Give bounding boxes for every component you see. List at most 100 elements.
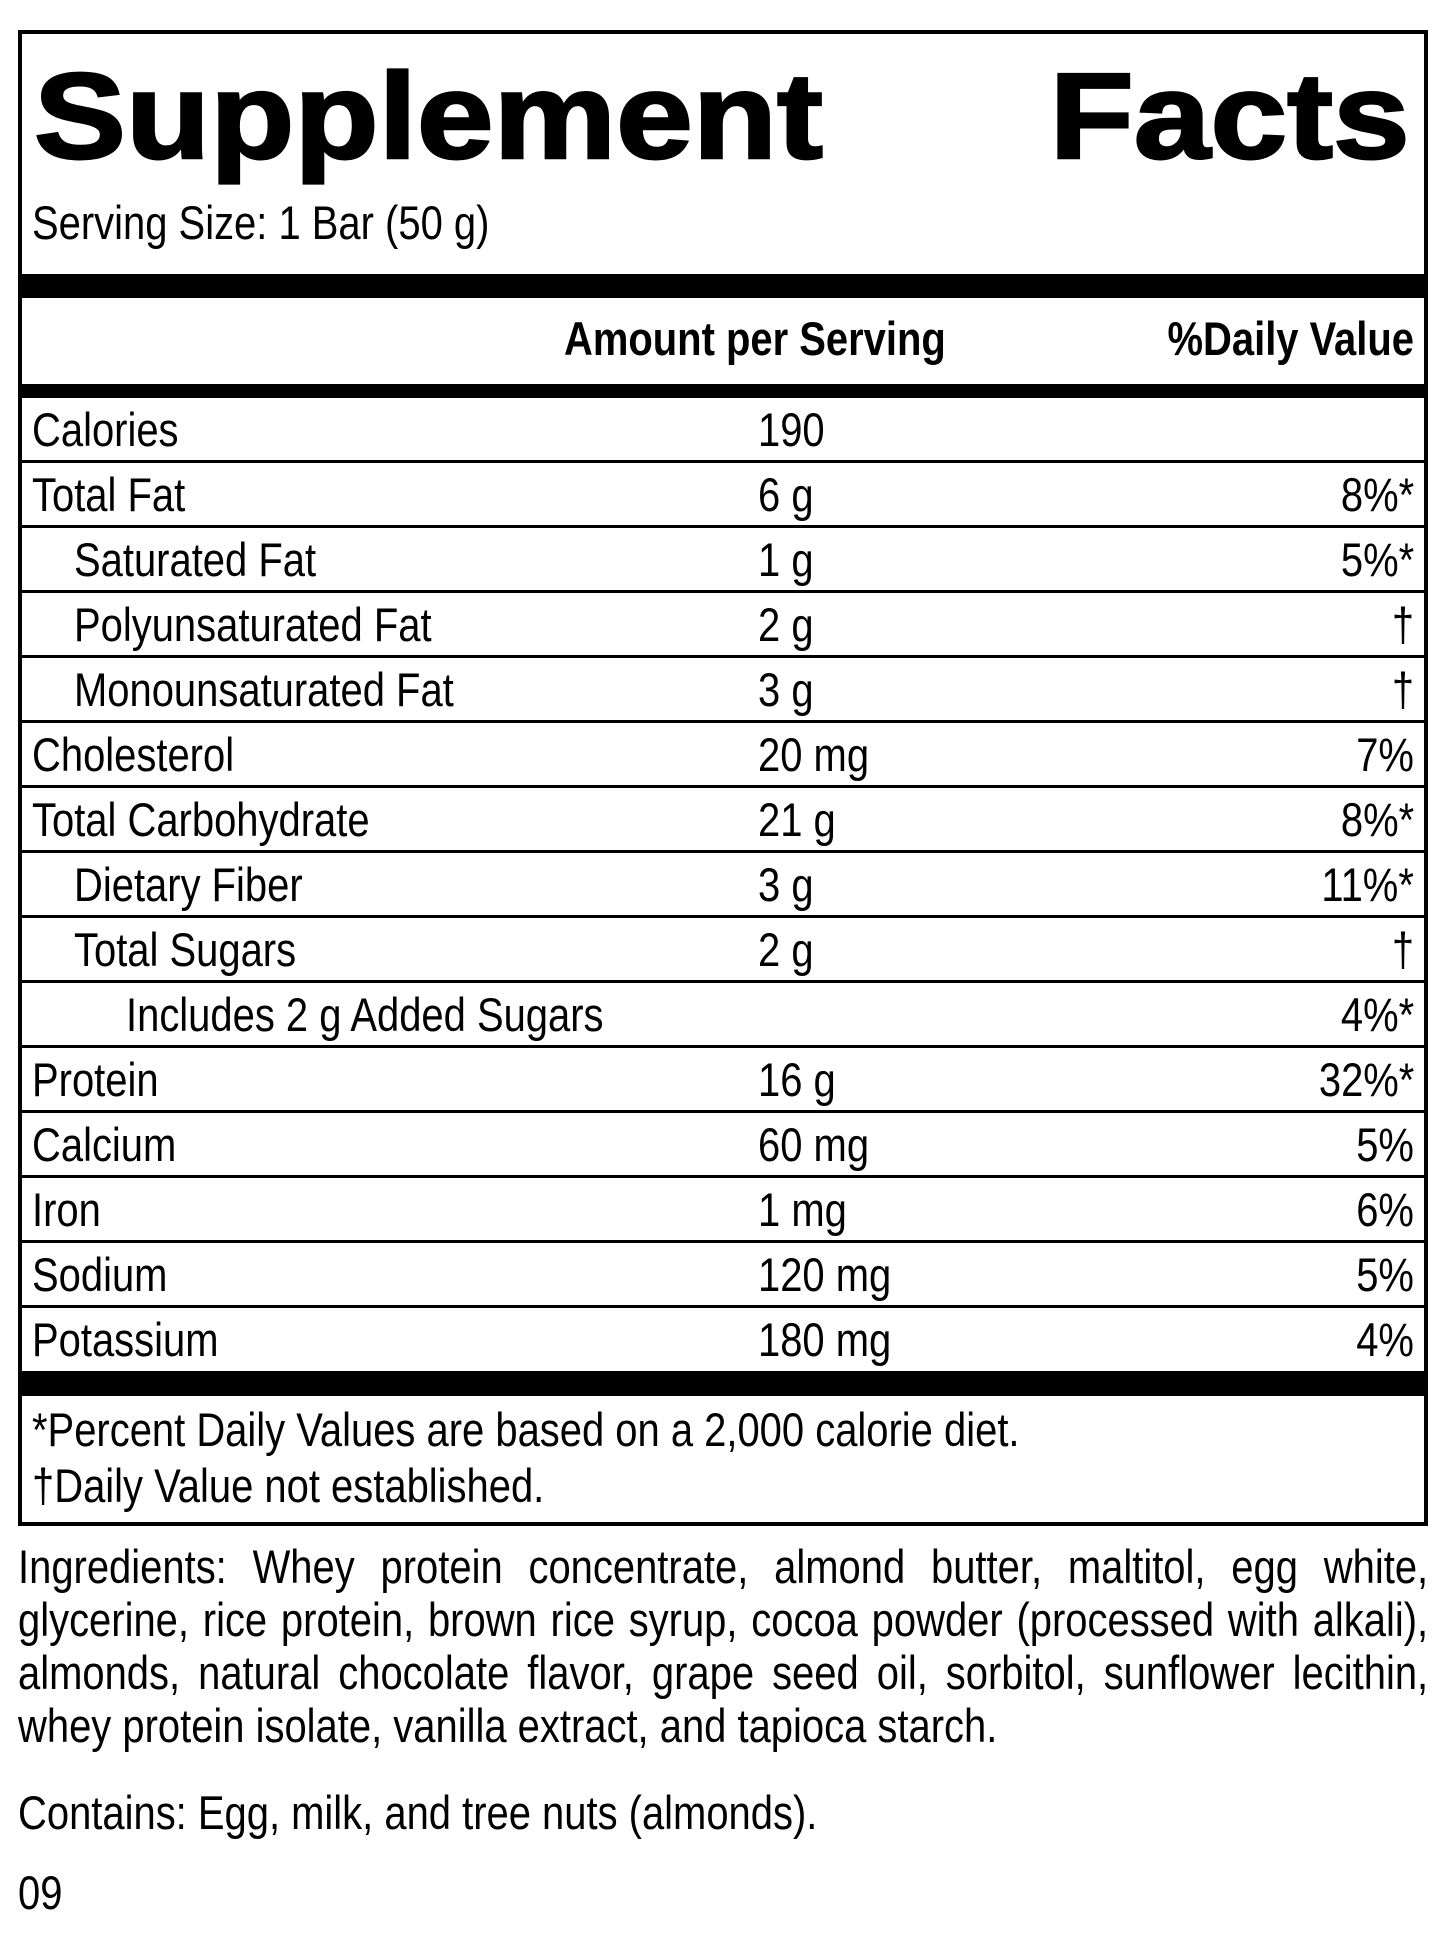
daily-value-header: %Daily Value	[1167, 312, 1415, 365]
nutrient-name: Potassium	[32, 1313, 219, 1366]
nutrient-amount-cell: 1 g	[758, 532, 1328, 587]
nutrient-name-cell: Calories	[32, 402, 758, 457]
nutrient-amount-cell: 3 g	[758, 662, 1388, 717]
table-row: Includes 2 g Added Sugars 4%*	[22, 983, 1424, 1048]
allergen-statement: Contains: Egg, milk, and tree nuts (almo…	[18, 1788, 1428, 1838]
nutrient-amount: 190	[757, 402, 825, 456]
footer-code: 09	[18, 1868, 1428, 1918]
nutrient-name: Calcium	[32, 1117, 177, 1171]
nutrient-name: Total Carbohydrate	[32, 792, 370, 846]
ingredients-text: Ingredients: Whey protein concentrate, a…	[18, 1540, 1429, 1752]
nutrient-daily-value: †	[1391, 662, 1414, 716]
footnote-line: †Daily Value not established.	[32, 1458, 1414, 1514]
nutrient-daily-value: †	[1391, 597, 1414, 651]
nutrient-name-cell: Total Fat	[32, 467, 758, 522]
table-row: Calcium 60 mg 5%	[22, 1113, 1424, 1178]
nutrient-daily-value-cell: 7%	[1346, 727, 1414, 782]
table-row: Iron 1 mg 6%	[22, 1178, 1424, 1243]
nutrient-daily-value-cell: 4%*	[1328, 987, 1414, 1042]
nutrient-name-cell: Includes 2 g Added Sugars	[32, 987, 758, 1042]
nutrient-daily-value: 11%*	[1321, 857, 1414, 911]
nutrient-amount: 2 g	[757, 922, 814, 976]
table-row: Protein 16 g 32%*	[22, 1048, 1424, 1113]
nutrient-amount-cell: 2 g	[758, 597, 1388, 652]
nutrient-amount: 2 g	[757, 597, 814, 651]
nutrient-amount-cell: 21 g	[758, 792, 1328, 847]
nutrient-name: Protein	[32, 1052, 159, 1106]
thick-divider-top	[22, 274, 1424, 298]
nutrient-amount-cell: 120 mg	[758, 1247, 1347, 1302]
nutrient-name: Includes 2 g Added Sugars	[126, 987, 604, 1041]
supplement-facts-panel: Supplement Facts Serving Size: 1 Bar (50…	[18, 30, 1428, 1526]
nutrient-amount-cell: 20 mg	[758, 727, 1347, 782]
nutrient-amount-cell: 2 g	[758, 922, 1388, 977]
nutrient-daily-value-cell: 5%	[1346, 1247, 1414, 1302]
nutrient-daily-value: 4%*	[1340, 987, 1414, 1041]
table-row: Saturated Fat 1 g 5%*	[22, 528, 1424, 593]
nutrient-amount: 120 mg	[757, 1247, 891, 1301]
nutrient-daily-value: 4%	[1356, 1313, 1414, 1366]
nutrient-amount-cell: 1 mg	[758, 1182, 1347, 1237]
nutrient-name-cell: Protein	[32, 1052, 758, 1107]
table-row: Cholesterol 20 mg 7%	[22, 723, 1424, 788]
nutrient-amount: 6 g	[757, 467, 814, 521]
nutrient-name: Iron	[32, 1182, 101, 1236]
panel-title: Supplement Facts	[22, 34, 1424, 184]
nutrient-amount: 3 g	[757, 662, 814, 716]
nutrient-daily-value: 8%*	[1340, 467, 1414, 521]
nutrient-daily-value: 5%*	[1340, 532, 1414, 586]
contains-text: Contains: Egg, milk, and tree nuts (almo…	[18, 1786, 818, 1839]
nutrient-name-cell: Iron	[32, 1182, 758, 1237]
nutrient-amount-cell: 180 mg	[758, 1312, 1347, 1367]
table-row: Total Sugars 2 g †	[22, 918, 1424, 983]
nutrient-daily-value: 8%*	[1340, 792, 1414, 846]
nutrient-name: Sodium	[32, 1247, 168, 1301]
table-row: Calories 190	[22, 398, 1424, 463]
nutrient-daily-value: 32%*	[1318, 1052, 1414, 1106]
amount-per-serving-header: Amount per Serving	[564, 312, 946, 365]
footer-code-text: 09	[18, 1866, 63, 1919]
nutrient-daily-value-cell: †	[1388, 922, 1414, 977]
nutrient-table: Calories 190 Total Fat 6 g 8%* Saturated…	[22, 398, 1424, 1371]
table-row: Dietary Fiber 3 g 11%*	[22, 853, 1424, 918]
title-word-facts: Facts	[1048, 48, 1411, 184]
nutrient-name: Cholesterol	[32, 727, 235, 781]
nutrient-name-cell: Total Sugars	[32, 922, 758, 977]
nutrient-daily-value: 7%	[1356, 727, 1414, 781]
nutrient-name-cell: Polyunsaturated Fat	[32, 597, 758, 652]
nutrient-name-cell: Monounsaturated Fat	[32, 662, 758, 717]
nutrient-name: Total Sugars	[74, 922, 297, 976]
nutrient-name-cell: Calcium	[32, 1117, 758, 1172]
nutrient-amount: 3 g	[757, 857, 814, 911]
nutrient-daily-value: †	[1391, 922, 1414, 976]
nutrient-name-cell: Dietary Fiber	[32, 857, 758, 912]
nutrient-daily-value-cell: 11%*	[1305, 857, 1414, 912]
nutrient-name-cell: Cholesterol	[32, 727, 758, 782]
nutrient-name: Dietary Fiber	[74, 857, 303, 911]
nutrient-name-cell: Sodium	[32, 1247, 758, 1302]
nutrient-amount: 1 mg	[757, 1182, 847, 1236]
nutrient-daily-value-cell: 8%*	[1328, 467, 1414, 522]
nutrient-amount: 180 mg	[757, 1313, 891, 1366]
table-row: Total Carbohydrate 21 g 8%*	[22, 788, 1424, 853]
nutrient-name: Monounsaturated Fat	[74, 662, 454, 716]
nutrient-amount-cell: 60 mg	[758, 1117, 1347, 1172]
nutrient-amount: 20 mg	[757, 727, 869, 781]
table-row: Polyunsaturated Fat 2 g †	[22, 593, 1424, 658]
nutrient-name: Calories	[32, 402, 179, 456]
nutrient-name-cell: Potassium	[32, 1312, 758, 1367]
nutrient-name: Total Fat	[32, 467, 186, 521]
ingredients-section: Ingredients: Whey protein concentrate, a…	[18, 1540, 1428, 1752]
nutrient-amount-cell: 16 g	[758, 1052, 1302, 1107]
thick-divider-bottom	[22, 1371, 1424, 1396]
medium-divider-header	[22, 384, 1424, 398]
nutrient-amount: 21 g	[757, 792, 836, 846]
nutrient-daily-value-cell: †	[1388, 662, 1414, 717]
nutrient-daily-value-cell: †	[1388, 597, 1414, 652]
nutrient-amount-cell: 3 g	[758, 857, 1306, 912]
footnotes: *Percent Daily Values are based on a 2,0…	[22, 1396, 1424, 1522]
footnote-dagger: †Daily Value not established.	[32, 1459, 545, 1512]
table-row: Monounsaturated Fat 3 g †	[22, 658, 1424, 723]
nutrient-daily-value: 6%	[1356, 1182, 1414, 1236]
table-row: Total Fat 6 g 8%*	[22, 463, 1424, 528]
